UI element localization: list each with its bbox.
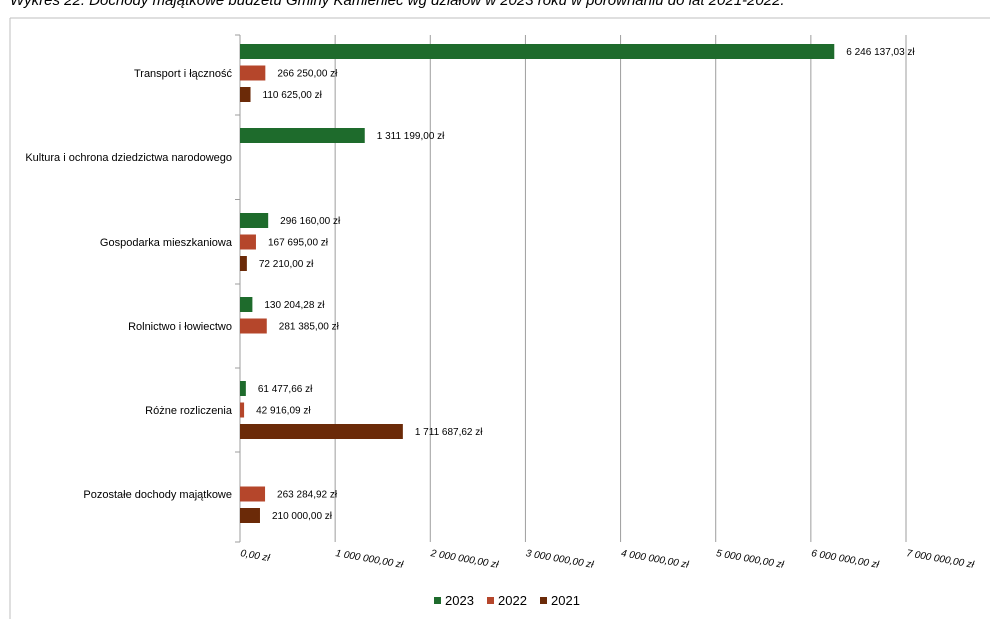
data-label: 110 625,00 zł — [263, 90, 323, 101]
data-label: 130 204,28 zł — [264, 300, 325, 311]
bar-2023 — [240, 213, 269, 228]
legend-swatch-2022 — [487, 597, 494, 604]
bar-2023 — [240, 44, 835, 59]
data-label: 61 477,66 zł — [258, 384, 313, 395]
legend: 2023 2022 2021 — [434, 593, 580, 608]
x-tick-label: 3 000 000,00 zł — [525, 548, 595, 571]
x-axis-tick-labels: 0,00 zł 1 000 000,00 zł 2 000 000,00 zł 3 0… — [239, 548, 975, 571]
x-tick-label: 1 000 000,00 zł — [335, 548, 405, 571]
category-label: Rolnictwo i łowiectwo — [128, 321, 232, 333]
data-label: 1 311 199,00 zł — [377, 131, 445, 142]
data-label: 210 000,00 zł — [272, 511, 333, 522]
x-tick-label: 7 000 000,00 zł — [905, 548, 975, 571]
bar-2021 — [240, 256, 247, 271]
bars: 6 246 137,03 zł 266 250,00 zł 110 625,00 z… — [240, 44, 915, 523]
category-label: Różne rozliczenia — [145, 405, 233, 417]
bar-2021 — [240, 87, 251, 102]
bar-2023 — [240, 128, 365, 143]
bar-2022 — [240, 65, 266, 81]
data-label: 263 284,92 zł — [277, 490, 338, 501]
chart-title: Wykres 22. Dochody majątkowe budżetu Gmi… — [10, 0, 785, 9]
legend-swatch-2021 — [540, 597, 547, 604]
x-tick-label: 4 000 000,00 zł — [620, 548, 690, 571]
legend-label-2022: 2022 — [498, 593, 527, 608]
legend-label-2021: 2021 — [551, 593, 580, 608]
bar-2023 — [240, 297, 253, 312]
x-tick-label: 6 000 000,00 zł — [810, 548, 880, 571]
bar-2022 — [240, 318, 267, 334]
bar-2023 — [240, 381, 246, 396]
category-label: Gospodarka mieszkaniowa — [100, 237, 233, 249]
data-label: 296 160,00 zł — [280, 216, 341, 227]
legend-label-2023: 2023 — [445, 593, 474, 608]
x-tick-label: 2 000 000,00 zł — [429, 548, 500, 571]
category-label: Transport i łączność — [134, 68, 233, 80]
data-label: 281 385,00 zł — [279, 322, 340, 333]
gridlines — [235, 34, 907, 543]
data-label: 42 916,09 zł — [256, 406, 311, 417]
category-labels: Transport i łączność Kultura i ochrona dz… — [25, 68, 233, 501]
category-label: Pozostałe dochody majątkowe — [83, 489, 232, 501]
data-label: 6 246 137,03 zł — [846, 47, 915, 58]
data-label: 167 695,00 zł — [268, 238, 329, 249]
x-tick-label: 0,00 zł — [239, 548, 271, 564]
data-label: 1 711 687,62 zł — [415, 427, 483, 438]
bar-2022 — [240, 402, 245, 418]
bar-2021 — [240, 508, 260, 523]
data-label: 266 250,00 zł — [277, 69, 338, 80]
data-label: 72 210,00 zł — [259, 259, 314, 270]
bar-2022 — [240, 486, 266, 502]
category-label: Kultura i ochrona dziedzictwa narodowego — [25, 152, 232, 164]
bar-2021 — [240, 424, 403, 439]
legend-swatch-2023 — [434, 597, 441, 604]
x-tick-label: 5 000 000,00 zł — [715, 548, 785, 571]
bar-2022 — [240, 234, 256, 250]
